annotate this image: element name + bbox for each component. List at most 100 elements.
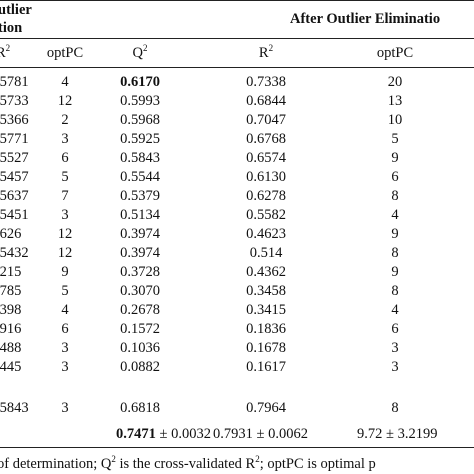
cell-optpc-after: 9 — [391, 226, 399, 242]
cell-optpc-before: 5 — [61, 169, 69, 185]
summary-q2: 0.7471 ± 0.0032 — [116, 426, 211, 442]
summary-r2: 0.7931 ± 0.0062 — [213, 426, 308, 442]
cell-optpc-before: 4 — [61, 74, 69, 90]
cell-optpc-after: 8 — [391, 245, 399, 261]
cell-optpc-before: 7 — [61, 188, 69, 204]
cell-optpc-after: 6 — [391, 321, 399, 337]
cell-q2: 0.6170 — [120, 74, 160, 90]
cell-r2-before: .445 — [0, 359, 22, 375]
top-rule — [0, 0, 474, 1]
cell-r2-after: 0.7047 — [246, 112, 286, 128]
cell-r2-after: 0.514 — [249, 245, 283, 261]
cell-q2: 0.5544 — [120, 169, 160, 185]
cell-r2-before: .5771 — [0, 131, 29, 147]
cell-optpc-after: 13 — [387, 93, 403, 109]
cell-r2-after: 0.1617 — [246, 359, 286, 375]
bottom-rule — [0, 447, 474, 448]
cell-q2: 0.5843 — [120, 150, 160, 166]
cell-q2: 0.2678 — [120, 302, 160, 318]
cell-optpc-after: 4 — [391, 207, 399, 223]
cell-r2-before: .5637 — [0, 188, 29, 204]
cell-r2-before: .5733 — [0, 93, 29, 109]
cell-r2-after: 0.1836 — [246, 321, 286, 337]
cell-q2: 0.5993 — [120, 93, 160, 109]
cell-r2-after: 0.6278 — [246, 188, 286, 204]
group-header-before-line1: utlier — [0, 2, 32, 18]
summary-optpc: 9.72 ± 3.2199 — [357, 426, 438, 442]
header-rule — [0, 67, 474, 68]
cell-optpc-before: 12 — [57, 226, 73, 242]
cell-optpc-after: 8 — [391, 283, 399, 299]
cell-r2-after: 0.4623 — [246, 226, 286, 242]
cell-r2-before: .5843 — [0, 400, 29, 416]
cell-optpc-before: 3 — [61, 207, 69, 223]
group-rule — [0, 38, 474, 39]
cell-r2-after: 0.3458 — [246, 283, 286, 299]
group-header-after: After Outlier Eliminatio — [290, 11, 441, 27]
col-header-q2: Q2 — [132, 43, 148, 62]
cell-r2-after: 0.7338 — [246, 74, 286, 90]
cell-optpc-after: 5 — [391, 131, 399, 147]
cell-optpc-after: 8 — [391, 188, 399, 204]
cell-r2-before: .215 — [0, 264, 22, 280]
cell-optpc-before: 6 — [61, 321, 69, 337]
cell-r2-after: 0.4362 — [246, 264, 286, 280]
cell-optpc-before: 12 — [57, 93, 73, 109]
col-header-r2-after: R2 — [258, 43, 274, 62]
cell-q2: 0.1572 — [120, 321, 160, 337]
cell-q2: 0.5925 — [120, 131, 160, 147]
cell-r2-before: .916 — [0, 321, 22, 337]
cell-optpc-after: 3 — [391, 359, 399, 375]
cell-q2: 0.5134 — [120, 207, 160, 223]
cell-optpc-before: 3 — [61, 359, 69, 375]
cell-q2: 0.3728 — [120, 264, 160, 280]
col-header-optpc-after: optPC — [376, 45, 414, 61]
cell-r2-after: 0.3415 — [246, 302, 286, 318]
cell-r2-before: .5432 — [0, 245, 29, 261]
cell-optpc-before: 6 — [61, 150, 69, 166]
cell-q2: 0.1036 — [120, 340, 160, 356]
cell-optpc-after: 9 — [391, 264, 399, 280]
cell-r2-after: 0.7964 — [246, 400, 286, 416]
cell-q2: 0.3974 — [120, 226, 160, 242]
cell-r2-after: 0.6844 — [246, 93, 286, 109]
cell-r2-before: .5451 — [0, 207, 29, 223]
cell-r2-after: 0.1678 — [246, 340, 286, 356]
cell-r2-after: 0.5582 — [246, 207, 286, 223]
cell-optpc-after: 10 — [387, 112, 403, 128]
cell-q2: 0.6818 — [120, 400, 160, 416]
cell-r2-before: .5527 — [0, 150, 29, 166]
cell-optpc-after: 8 — [391, 400, 399, 416]
col-header-r2-before: R2 — [0, 43, 11, 62]
cell-optpc-before: 3 — [61, 131, 69, 147]
cell-r2-before: .488 — [0, 340, 22, 356]
cell-optpc-after: 20 — [387, 74, 403, 90]
cell-r2-before: .5781 — [0, 74, 29, 90]
cell-q2: 0.3974 — [120, 245, 160, 261]
cell-q2: 0.5379 — [120, 188, 160, 204]
cell-r2-before: .5457 — [0, 169, 29, 185]
cell-r2-before: .626 — [0, 226, 22, 242]
cell-optpc-before: 2 — [61, 112, 69, 128]
cell-optpc-after: 9 — [391, 150, 399, 166]
cell-q2: 0.0882 — [120, 359, 160, 375]
cell-q2: 0.3070 — [120, 283, 160, 299]
cell-r2-after: 0.6130 — [246, 169, 286, 185]
cell-optpc-after: 6 — [391, 169, 399, 185]
cell-optpc-before: 3 — [61, 400, 69, 416]
cell-optpc-after: 4 — [391, 302, 399, 318]
cell-r2-before: .398 — [0, 302, 22, 318]
cell-optpc-after: 3 — [391, 340, 399, 356]
cell-optpc-before: 3 — [61, 340, 69, 356]
cell-r2-before: .5366 — [0, 112, 29, 128]
footnote: of determination; Q2 is the cross-valida… — [0, 454, 376, 473]
cell-r2-after: 0.6768 — [246, 131, 286, 147]
cell-q2: 0.5968 — [120, 112, 160, 128]
cell-optpc-before: 4 — [61, 302, 69, 318]
cell-optpc-before: 9 — [61, 264, 69, 280]
cell-r2-after: 0.6574 — [246, 150, 286, 166]
cell-optpc-before: 12 — [57, 245, 73, 261]
cell-r2-before: .785 — [0, 283, 22, 299]
col-header-optpc-before: optPC — [46, 45, 84, 61]
